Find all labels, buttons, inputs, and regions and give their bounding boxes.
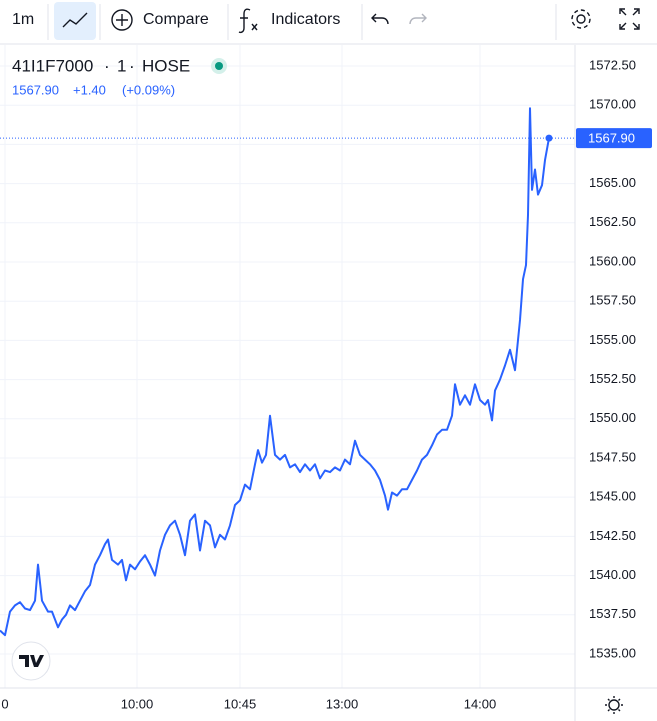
y-tick-label: 1555.00 <box>589 332 636 347</box>
sun-rays <box>605 696 623 714</box>
y-tick-label: 1562.50 <box>589 214 636 229</box>
chart-style-button[interactable] <box>54 2 96 40</box>
y-tick-label: 1545.00 <box>589 489 636 504</box>
y-tick-label: 1535.00 <box>589 645 636 660</box>
compare-icon-plus <box>116 14 128 26</box>
interval: 1 <box>117 56 126 75</box>
last-price: 1567.90 <box>12 82 59 97</box>
y-tick-label: 1550.00 <box>589 410 636 425</box>
legend-dot: · <box>129 56 135 75</box>
symbol: 41I1F7000 <box>12 56 93 75</box>
logo-mark <box>19 655 44 667</box>
last-price-box <box>576 128 652 149</box>
y-tick-label: 1552.50 <box>589 371 636 386</box>
y-tick-label: 1560.00 <box>589 253 636 268</box>
redo-button[interactable] <box>409 13 427 25</box>
change: +1.40 <box>73 82 106 97</box>
toolbar-bg <box>0 0 657 44</box>
y-tick-label: 1537.50 <box>589 606 636 621</box>
exchange: HOSE <box>142 56 190 75</box>
settings-button[interactable] <box>576 14 586 24</box>
tv-logo[interactable] <box>11 641 51 681</box>
chart: 1535.00 1537.50 1540.00 1542.50 1545.00 1547.… <box>0 45 652 711</box>
time-axis-settings[interactable] <box>605 696 623 714</box>
x-tick-label: 10:45 <box>224 696 257 711</box>
compare-icon <box>111 9 133 31</box>
price-line <box>0 107 550 637</box>
y-tick-label: 1557.50 <box>589 293 636 308</box>
y-tick-label: 1547.50 <box>589 449 636 464</box>
indicators-button[interactable]: Indicators <box>271 11 340 28</box>
undo-button[interactable] <box>371 13 389 25</box>
market-status-dot <box>215 62 223 70</box>
x-tick-label: 13:00 <box>326 696 359 711</box>
settings-icon <box>571 9 591 29</box>
interval-button[interactable]: 1m <box>12 11 34 28</box>
x-tick-label: 0 <box>1 696 8 711</box>
y-tick-label: 1572.50 <box>589 57 636 72</box>
y-tick-label: 1540.00 <box>589 567 636 582</box>
change-pct: (+0.09%) <box>122 82 175 97</box>
compare-button[interactable]: Compare <box>143 11 209 28</box>
indicators-icon-x <box>251 23 258 31</box>
y-tick-label: 1565.00 <box>589 175 636 190</box>
toolbar: 1m Compare Indicators <box>0 0 657 45</box>
y-tick-label: 1542.50 <box>589 528 636 543</box>
sun-icon <box>608 699 620 711</box>
legend: 41I1F7000 · 1 · HOSE 1567.90 +1.40 (+0.0… <box>12 56 227 97</box>
chart-style-icon <box>62 12 88 28</box>
fullscreen-button[interactable] <box>619 8 640 30</box>
x-tick-label: 10:00 <box>121 696 154 711</box>
logo-bg <box>11 641 51 681</box>
indicators-icon <box>238 8 251 34</box>
x-tick-label: 14:00 <box>464 696 497 711</box>
y-tick-label: 1570.00 <box>589 97 636 112</box>
last-price-label: 1567.90 <box>588 131 635 146</box>
legend-dot: · <box>104 56 110 75</box>
